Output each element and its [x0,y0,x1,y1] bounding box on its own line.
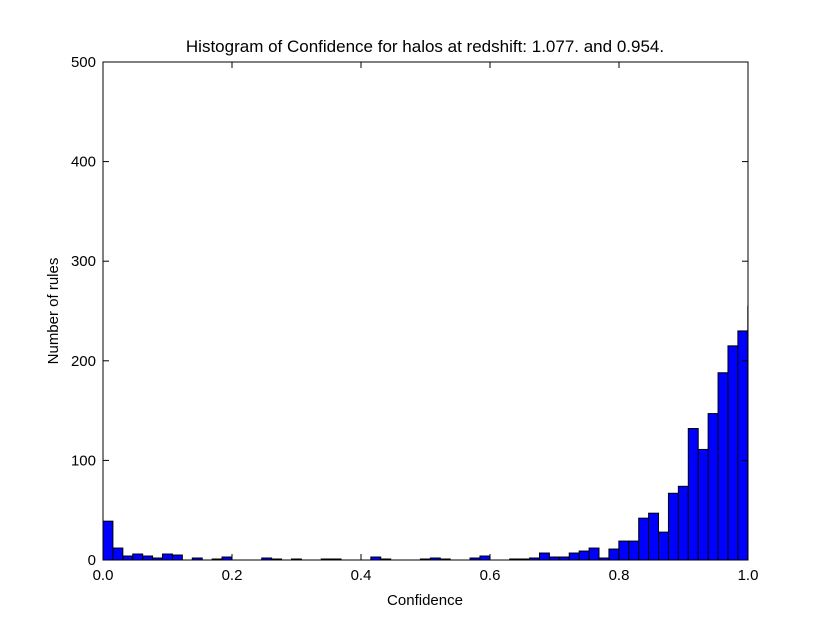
x-tick-labels: 0.0 0.2 0.4 0.6 0.8 1.0 [93,567,759,584]
histogram-bar [102,520,114,561]
chart-title: Histogram of Confidence for halos at red… [186,37,664,56]
histogram-bar [697,448,709,561]
histogram-bar [667,492,679,561]
x-tick-label: 0.8 [609,567,630,584]
histogram-bar [578,550,590,561]
histogram-bar [707,413,719,561]
histogram-bars [102,305,749,561]
plot-background [103,62,748,560]
y-tick-label: 500 [71,54,96,71]
x-tick-label: 0.6 [480,567,501,584]
plot-frame [102,61,749,561]
x-tick-label: 0.4 [351,567,372,584]
histogram-bar [628,540,640,561]
y-tick-labels: 0 100 200 300 400 500 [71,54,96,569]
histogram-bar [171,554,183,561]
histogram-bar [568,552,580,561]
histogram-bar [588,547,600,561]
histogram-bar [638,517,650,561]
histogram-bar [737,330,749,561]
x-tick-label: 0.2 [222,567,243,584]
y-tick-label: 200 [71,353,96,370]
histogram-bar [142,555,154,561]
histogram-bar [618,540,630,561]
histogram-bar [479,555,491,561]
x-axis-label: Confidence [387,592,463,609]
y-tick-label: 100 [71,452,96,469]
histogram-bar [112,547,124,561]
histogram-bar [677,485,689,561]
histogram-bar [648,512,660,561]
histogram-bar [717,372,729,561]
histogram-bar [132,553,144,561]
histogram-bar [162,553,173,561]
histogram-bar [658,531,669,561]
y-tick-label: 0 [88,552,96,569]
y-tick-label: 400 [71,154,96,171]
histogram-bar [727,345,739,561]
histogram-bar [538,552,550,561]
x-tick-label: 0.0 [93,567,114,584]
y-axis-label: Number of rules [45,258,62,365]
x-tick-label: 1.0 [738,567,759,584]
histogram-bar [687,428,699,561]
y-tick-label: 300 [71,253,96,270]
histogram-bar [122,555,134,561]
histogram-bar [608,548,620,561]
